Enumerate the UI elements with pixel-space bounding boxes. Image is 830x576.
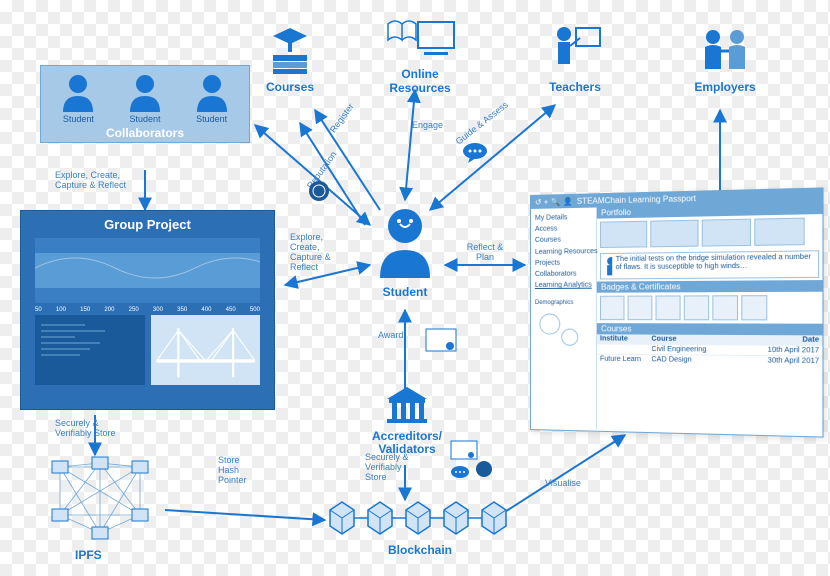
group-project-panel: Group Project 50100150200250300350400450…: [20, 210, 275, 410]
certificate-icon: [425, 328, 457, 359]
passport-sidebar-section: Demographics: [535, 299, 592, 309]
accreditor-badge-icon: [475, 460, 493, 483]
badges-row: [597, 292, 823, 324]
accreditor-cert-icon: [450, 440, 478, 467]
portfolio-thumbs: [597, 214, 823, 251]
passport-panel: ↺ + 🔍 👤 STEAMChain Learning Passport My …: [530, 187, 824, 437]
edge-label-award: Award: [378, 330, 403, 340]
blockchain-node: Blockchain: [320, 498, 520, 557]
badges-header: Badges & Certificates: [597, 280, 823, 293]
collaborators-label: Collaborators: [45, 126, 245, 140]
badge-icon-1: [308, 180, 330, 207]
speech-icon: [462, 142, 488, 169]
teachers-label: Teachers: [545, 80, 605, 94]
blockchain-label: Blockchain: [320, 543, 520, 557]
collaborators-panel: StudentStudentStudent Collaborators: [40, 65, 250, 143]
accreditors-node: Accreditors/Validators: [367, 385, 447, 456]
edge-label-engage: Engage: [412, 120, 443, 130]
student-label: Student: [370, 285, 440, 299]
edge-label-ecc-center: Explore,Create,Capture &Reflect: [290, 232, 375, 272]
ipfs-node: [40, 455, 160, 545]
courses-node: Courses: [260, 20, 320, 94]
edge-label-ecc-left: Explore, Create,Capture & Reflect: [55, 170, 175, 190]
portfolio-note: The initial tests on the bridge simulati…: [600, 250, 819, 279]
employers-node: Employers: [690, 25, 760, 94]
accreditor-speech-icon: [450, 465, 470, 486]
group-project-title: Group Project: [27, 217, 268, 232]
employers-label: Employers: [690, 80, 760, 94]
edge-label-store-bc: Securely &VerifiablyStore: [365, 452, 445, 482]
edge-label-visualise: Visualise: [545, 478, 581, 488]
passport-sidebar: My DetailsAccessCoursesLearning Resource…: [531, 207, 597, 429]
teachers-node: Teachers: [545, 20, 605, 94]
thumb-code: [35, 315, 145, 385]
group-project-chart: 50100150200250300350400450500: [35, 238, 260, 303]
passport-title: STEAMChain Learning Passport: [577, 194, 696, 206]
courses-label: Courses: [260, 80, 320, 94]
student-node: Student: [370, 200, 440, 299]
edge-label-store-ipfs: Securely &Verifiably Store: [55, 418, 145, 438]
ipfs-label: IPFS: [75, 548, 102, 562]
online-resources-label: Online Resources: [370, 67, 470, 95]
thumb-bridge: [151, 315, 261, 385]
courses-table: InstituteCourseDate Civil Engineering10t…: [597, 334, 823, 366]
edge-label-hash: StoreHashPointer: [218, 455, 268, 485]
edge-label-reflect: Reflect &Plan: [455, 242, 515, 262]
online-resources-node: Online Resources: [370, 12, 470, 95]
